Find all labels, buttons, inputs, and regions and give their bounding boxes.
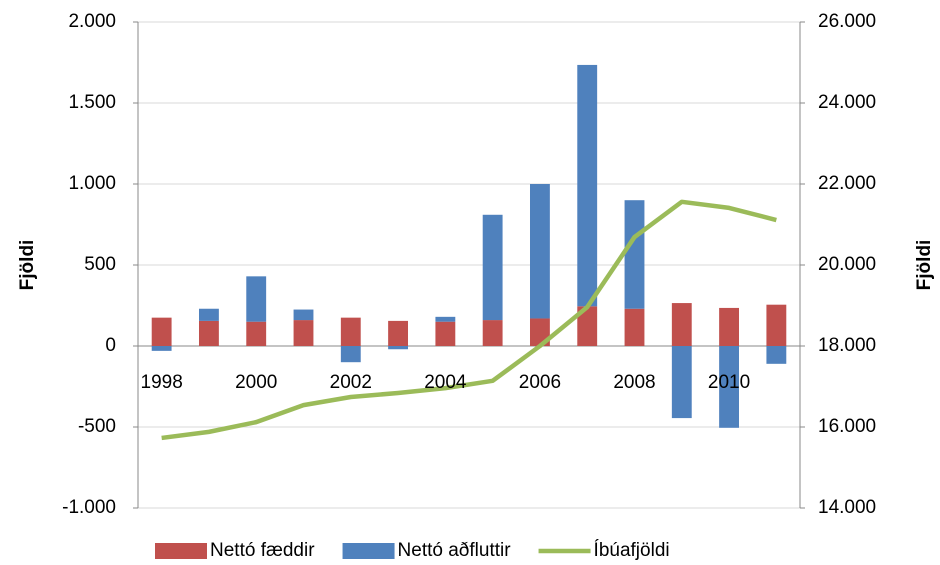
bar: [293, 309, 314, 321]
y2-tick-label: 18.000: [818, 335, 876, 356]
y-tick-label: 1.500: [68, 92, 116, 113]
bar: [246, 321, 267, 346]
bar: [246, 276, 267, 322]
y-tick-label: -1.000: [62, 497, 116, 518]
bar: [151, 346, 172, 351]
x-tick-label: 1998: [141, 372, 183, 393]
y2-axis-label: Fjöldi: [914, 240, 935, 291]
bar: [482, 320, 503, 346]
y2-tick-label: 14.000: [818, 497, 876, 518]
bar: [340, 317, 361, 346]
bar: [198, 308, 219, 321]
bar: [766, 346, 787, 364]
y-tick-label: -500: [78, 416, 116, 437]
bar: [198, 320, 219, 346]
legend-label: Nettó aðfluttir: [398, 540, 512, 561]
line: [161, 199, 777, 441]
bar: [624, 200, 645, 309]
bar: [435, 316, 456, 322]
y-axis-label: Fjöldi: [17, 240, 38, 291]
bar: [529, 184, 550, 319]
bar: [482, 214, 503, 321]
y2-tick-label: 24.000: [818, 92, 876, 113]
bar: [388, 346, 409, 350]
y2-tick-label: 16.000: [818, 416, 876, 437]
y2-tick-label: 20.000: [818, 254, 876, 275]
bar: [577, 306, 598, 346]
x-tick-label: 2008: [613, 372, 655, 393]
bar: [766, 304, 787, 346]
y-tick-label: 500: [84, 254, 116, 275]
y2-tick-label: 26.000: [818, 11, 876, 32]
legend-label: Íbúafjöldi: [594, 540, 670, 561]
x-tick-label: 2004: [424, 372, 467, 393]
bar: [340, 346, 361, 363]
y-tick-label: 1.000: [68, 173, 116, 194]
x-tick-label: 2010: [708, 372, 750, 393]
bar: [577, 64, 598, 307]
x-tick-label: 2000: [235, 372, 277, 393]
bar: [671, 346, 692, 419]
bar: [671, 303, 692, 346]
y2-tick-label: 22.000: [818, 173, 876, 194]
bar: [719, 307, 740, 346]
x-tick-label: 2002: [330, 372, 372, 393]
bar: [435, 321, 456, 346]
x-tick-label: 2006: [519, 372, 561, 393]
bar: [388, 320, 409, 346]
bar: [719, 346, 740, 428]
legend-label: Nettó fæddir: [210, 540, 315, 561]
bar: [624, 308, 645, 346]
bar: [293, 320, 314, 346]
legend-swatch: [155, 543, 207, 559]
y-tick-label: 2.000: [68, 11, 116, 32]
bar: [151, 317, 172, 346]
legend-swatch: [342, 543, 395, 559]
y-tick-label: 0: [105, 335, 116, 356]
